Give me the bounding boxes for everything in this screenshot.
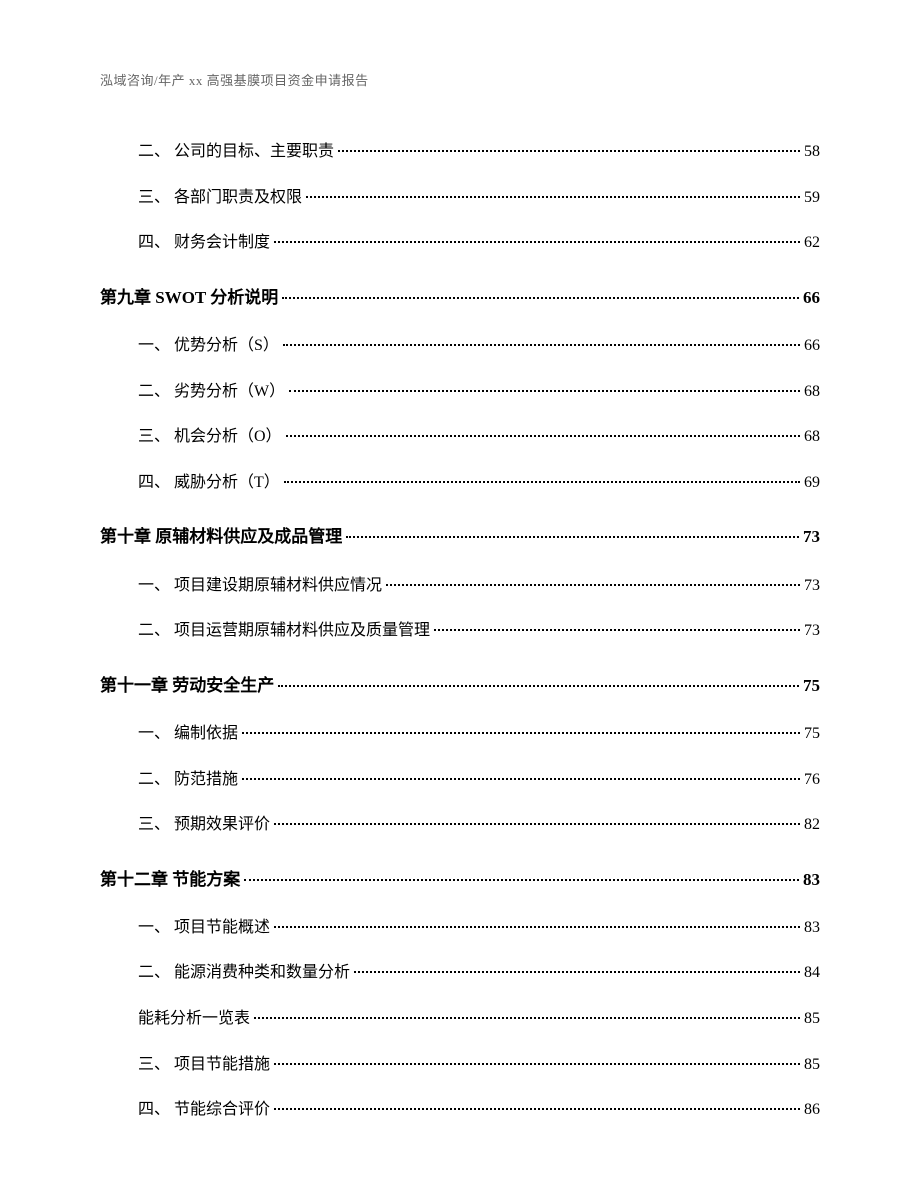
toc-entry-label: 一、 项目节能概述 (138, 915, 270, 941)
toc-entry-label: 二、 劣势分析（W） (138, 379, 285, 405)
toc-sub-entry: 一、 优势分析（S） 66 (100, 333, 820, 359)
toc-entry-label: 二、 防范措施 (138, 767, 238, 793)
toc-entry-page: 73 (804, 573, 820, 599)
toc-dot-leader (274, 241, 800, 243)
toc-entry-label: 一、 项目建设期原辅材料供应情况 (138, 573, 382, 599)
toc-entry-label: 三、 预期效果评价 (138, 812, 270, 838)
toc-entry-page: 62 (804, 230, 820, 256)
toc-sub-entry: 二、 公司的目标、主要职责 58 (100, 139, 820, 165)
toc-entry-page: 76 (804, 767, 820, 793)
toc-entry-page: 85 (804, 1052, 820, 1078)
toc-entry-page: 73 (803, 523, 820, 550)
toc-dot-leader (242, 778, 800, 780)
toc-sub-entry: 三、 项目节能措施 85 (100, 1052, 820, 1078)
toc-sub-entry: 二、 能源消费种类和数量分析 84 (100, 960, 820, 986)
toc-sub-entry: 二、 防范措施 76 (100, 767, 820, 793)
toc-entry-page: 85 (804, 1006, 820, 1032)
toc-entry-page: 83 (804, 915, 820, 941)
toc-entry-page: 86 (804, 1097, 820, 1123)
toc-entry-label: 三、 各部门职责及权限 (138, 185, 302, 211)
toc-entry-page: 75 (804, 721, 820, 747)
toc-entry-page: 66 (803, 284, 820, 311)
toc-entry-label: 第十一章 劳动安全生产 (100, 672, 274, 699)
toc-entry-page: 83 (803, 866, 820, 893)
toc-dot-leader (306, 196, 800, 198)
toc-sub-entry: 三、 各部门职责及权限 59 (100, 185, 820, 211)
toc-entry-page: 75 (803, 672, 820, 699)
toc-entry-label: 三、 项目节能措施 (138, 1052, 270, 1078)
toc-dot-leader (286, 435, 800, 437)
toc-sub-entry: 三、 机会分析（O） 68 (100, 424, 820, 450)
page-header: 泓域咨询/年产 xx 高强基膜项目资金申请报告 (100, 70, 820, 89)
toc-dot-leader (354, 971, 800, 973)
toc-entry-page: 59 (804, 185, 820, 211)
toc-chapter-entry: 第十章 原辅材料供应及成品管理 73 (100, 523, 820, 550)
toc-dot-leader (274, 1108, 800, 1110)
toc-sub-entry: 一、 编制依据 75 (100, 721, 820, 747)
toc-sub-entry: 一、 项目建设期原辅材料供应情况 73 (100, 573, 820, 599)
toc-dot-leader (386, 584, 800, 586)
toc-entry-label: 四、 财务会计制度 (138, 230, 270, 256)
toc-chapter-entry: 第九章 SWOT 分析说明 66 (100, 284, 820, 311)
toc-entry-label: 二、 能源消费种类和数量分析 (138, 960, 350, 986)
toc-sub-entry: 四、 威胁分析（T） 69 (100, 470, 820, 496)
toc-entry-label: 四、 威胁分析（T） (138, 470, 280, 496)
toc-dot-leader (244, 879, 799, 881)
toc-entry-page: 66 (804, 333, 820, 359)
toc-sub-entry: 四、 财务会计制度 62 (100, 230, 820, 256)
toc-dot-leader (274, 926, 800, 928)
toc-dot-leader (282, 297, 799, 299)
toc-sub-entry: 一、 项目节能概述 83 (100, 915, 820, 941)
toc-entry-label: 四、 节能综合评价 (138, 1097, 270, 1123)
toc-entry-page: 58 (804, 139, 820, 165)
toc-entry-page: 69 (804, 470, 820, 496)
toc-entry-page: 82 (804, 812, 820, 838)
toc-entry-page: 68 (804, 379, 820, 405)
toc-dot-leader (254, 1017, 800, 1019)
toc-sub-entry: 四、 节能综合评价 86 (100, 1097, 820, 1123)
toc-entry-page: 73 (804, 618, 820, 644)
toc-dot-leader (274, 823, 800, 825)
toc-dot-leader (274, 1063, 800, 1065)
toc-entry-label: 第九章 SWOT 分析说明 (100, 284, 278, 311)
toc-dot-leader (278, 685, 799, 687)
toc-dot-leader (338, 150, 800, 152)
toc-sub-entry: 二、 项目运营期原辅材料供应及质量管理 73 (100, 618, 820, 644)
toc-entry-page: 68 (804, 424, 820, 450)
toc-chapter-entry: 第十一章 劳动安全生产 75 (100, 672, 820, 699)
toc-entry-label: 第十章 原辅材料供应及成品管理 (100, 523, 342, 550)
toc-dot-leader (346, 536, 799, 538)
toc-entry-label: 二、 项目运营期原辅材料供应及质量管理 (138, 618, 430, 644)
toc-entry-label: 三、 机会分析（O） (138, 424, 282, 450)
toc-dot-leader (434, 629, 800, 631)
toc-entry-label: 一、 优势分析（S） (138, 333, 279, 359)
toc-sub-entry: 三、 预期效果评价 82 (100, 812, 820, 838)
toc-entry-label: 能耗分析一览表 (138, 1006, 250, 1032)
table-of-contents: 二、 公司的目标、主要职责 58 三、 各部门职责及权限 59 四、 财务会计制度 62 第… (100, 139, 820, 1123)
toc-dot-leader (242, 732, 800, 734)
toc-chapter-entry: 第十二章 节能方案 83 (100, 866, 820, 893)
header-text: 泓域咨询/年产 xx 高强基膜项目资金申请报告 (100, 73, 369, 88)
toc-sub-entry: 能耗分析一览表 85 (100, 1006, 820, 1032)
toc-dot-leader (283, 344, 800, 346)
toc-entry-page: 84 (804, 960, 820, 986)
toc-dot-leader (289, 390, 800, 392)
toc-dot-leader (284, 481, 800, 483)
toc-entry-label: 一、 编制依据 (138, 721, 238, 747)
toc-entry-label: 第十二章 节能方案 (100, 866, 240, 893)
toc-sub-entry: 二、 劣势分析（W） 68 (100, 379, 820, 405)
toc-entry-label: 二、 公司的目标、主要职责 (138, 139, 334, 165)
